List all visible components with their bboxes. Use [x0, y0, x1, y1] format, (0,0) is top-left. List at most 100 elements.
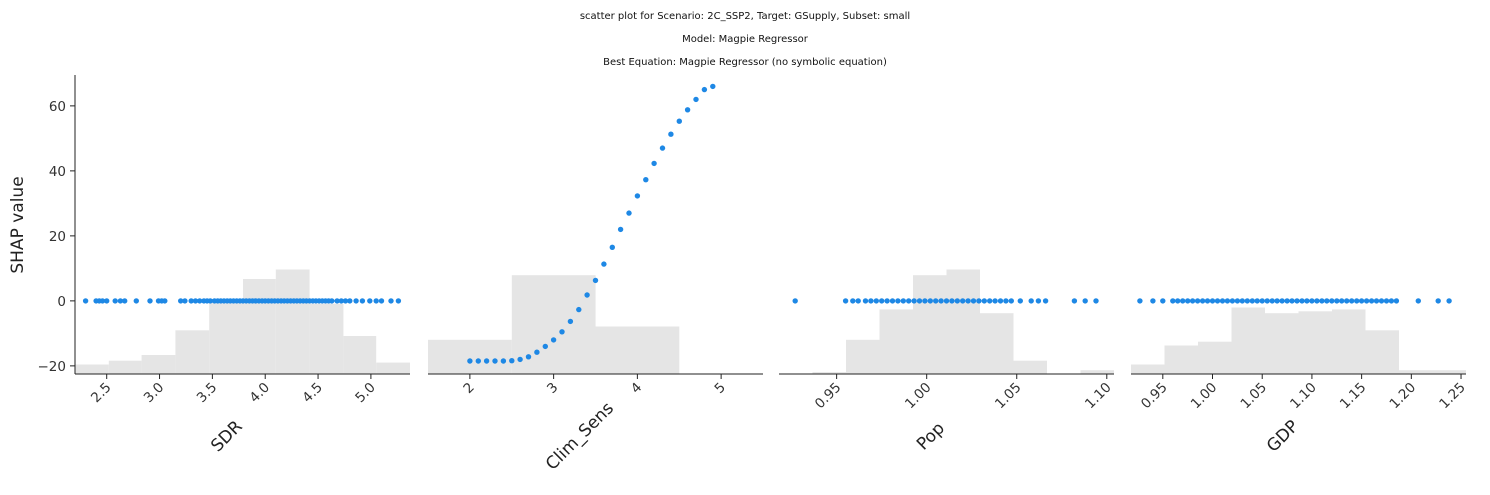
shap-point-sdr-12 — [162, 298, 168, 304]
equation-subtitle: Best Equation: Magpie Regressor (no symb… — [603, 57, 887, 68]
histogram-clim-sens — [428, 275, 680, 374]
shap-point-pop-22 — [960, 298, 966, 304]
histogram-bar-sdr-7 — [309, 303, 344, 374]
histogram-bar-pop-4 — [913, 275, 947, 374]
shap-point-pop-33 — [1028, 298, 1034, 304]
histogram-bar-sdr-5 — [243, 279, 276, 374]
histogram-bar-gdp-2 — [1198, 341, 1232, 374]
shap-point-sdr-3 — [99, 298, 106, 304]
points-pop — [792, 298, 1099, 304]
shap-point-clim-sens-20 — [634, 193, 641, 199]
x-tick-label-sdr-5: 5.0 — [352, 380, 379, 407]
shap-point-sdr-64 — [359, 298, 366, 304]
shap-point-gdp-27 — [1289, 298, 1295, 304]
shap-point-gdp-3 — [1170, 298, 1176, 304]
shap-point-pop-25 — [976, 298, 982, 304]
shap-point-clim-sens-10 — [550, 337, 557, 343]
histogram-sdr — [75, 269, 410, 374]
panel-sdr: 2.5 3.0 3.5 4.0 4.5 5.0 −20 0 20 40 60 SDR — [38, 75, 410, 457]
shap-point-gdp-11 — [1209, 298, 1216, 304]
histogram-bar-sdr-9 — [376, 362, 410, 374]
histogram-bar-sdr-8 — [343, 336, 377, 374]
histogram-bar-clim-sens-0 — [428, 339, 512, 374]
x-axis-label-clim-sens: Clim_Sens — [542, 398, 618, 474]
histogram-bar-gdp-5 — [1298, 311, 1332, 374]
histogram-bar-pop-9 — [1080, 370, 1114, 374]
shap-point-gdp-44 — [1373, 298, 1380, 304]
shap-point-pop-29 — [997, 298, 1004, 304]
x-tick-label-gdp-5: 1.20 — [1387, 380, 1420, 413]
histogram-bar-gdp-7 — [1365, 330, 1399, 374]
shap-point-gdp-41 — [1358, 298, 1365, 304]
shap-point-pop-19 — [943, 298, 950, 304]
shap-point-clim-sens-26 — [684, 107, 691, 113]
shap-point-clim-sens-24 — [668, 131, 674, 137]
shap-point-sdr-61 — [342, 298, 349, 304]
shap-point-gdp-39 — [1349, 298, 1355, 304]
shap-point-gdp-12 — [1214, 298, 1221, 304]
shap-point-clim-sens-28 — [701, 86, 708, 93]
shap-point-gdp-4 — [1175, 298, 1181, 304]
histogram-bar-sdr-0 — [75, 364, 109, 374]
shap-point-sdr-65 — [367, 298, 373, 304]
shap-point-gdp-29 — [1299, 298, 1305, 304]
shap-point-pop-11 — [900, 298, 906, 304]
shap-point-pop-18 — [938, 298, 944, 304]
shap-point-pop-15 — [922, 298, 928, 304]
model-subtitle: Model: Magpie Regressor — [682, 34, 809, 45]
shap-point-sdr-17 — [197, 298, 203, 304]
shap-point-clim-sens-23 — [659, 145, 666, 151]
shap-point-sdr-58 — [329, 298, 335, 304]
shap-point-gdp-50 — [1435, 298, 1441, 304]
shap-point-clim-sens-17 — [609, 244, 615, 250]
shap-point-pop-7 — [879, 298, 885, 304]
shap-point-gdp-46 — [1383, 298, 1390, 304]
shap-point-gdp-8 — [1194, 298, 1201, 304]
shap-point-pop-16 — [927, 298, 933, 304]
axes-clim-sens: 2 3 4 5 — [428, 373, 763, 397]
shap-point-pop-0 — [792, 298, 798, 304]
shap-point-gdp-40 — [1354, 298, 1360, 304]
histogram-bar-gdp-4 — [1265, 313, 1299, 374]
histogram-bar-sdr-3 — [175, 330, 210, 374]
shap-point-clim-sens-9 — [542, 343, 548, 350]
x-tick-label-sdr-2: 3.5 — [194, 380, 221, 407]
x-tick-label-sdr-1: 3.0 — [141, 380, 168, 407]
points-sdr — [82, 298, 402, 304]
shap-point-gdp-17 — [1239, 298, 1246, 304]
shap-point-clim-sens-16 — [601, 261, 607, 267]
shap-point-gdp-22 — [1264, 298, 1270, 304]
shap-point-pop-3 — [855, 298, 861, 304]
x-tick-label-gdp-2: 1.05 — [1237, 380, 1270, 413]
shap-point-sdr-63 — [353, 298, 359, 304]
x-tick-label-pop-3: 1.10 — [1082, 380, 1115, 413]
shap-point-gdp-38 — [1344, 298, 1350, 304]
shap-point-pop-36 — [1071, 298, 1078, 304]
y-tick-label-2: 20 — [49, 229, 66, 245]
shap-point-clim-sens-27 — [693, 96, 699, 103]
shap-point-gdp-45 — [1378, 298, 1385, 304]
shap-point-gdp-36 — [1334, 298, 1340, 304]
shap-point-pop-6 — [873, 298, 879, 304]
x-tick-label-sdr-0: 2.5 — [88, 380, 115, 407]
x-tick-label-clim-sens-2: 4 — [628, 380, 645, 397]
y-tick-label-0: −20 — [38, 359, 67, 375]
x-tick-label-gdp-0: 0.95 — [1138, 380, 1171, 413]
shap-point-gdp-24 — [1274, 298, 1280, 304]
histogram-bar-pop-3 — [879, 309, 913, 374]
shap-point-pop-26 — [981, 298, 987, 304]
x-tick-label-sdr-4: 4.5 — [299, 380, 326, 407]
figure-titles: scatter plot for Scenario: 2C_SSP2, Targ… — [580, 11, 910, 68]
shap-point-clim-sens-6 — [517, 356, 523, 363]
shap-point-sdr-68 — [388, 298, 394, 304]
shap-point-gdp-7 — [1189, 298, 1196, 304]
shap-point-clim-sens-15 — [592, 277, 599, 284]
x-tick-label-sdr-3: 4.0 — [247, 380, 274, 407]
shap-point-sdr-69 — [395, 298, 402, 304]
axes-pop: 0.95 1.00 1.05 1.10 — [779, 373, 1115, 413]
shap-point-gdp-30 — [1304, 298, 1310, 304]
shap-point-pop-1 — [842, 298, 849, 304]
x-tick-label-clim-sens-0: 2 — [460, 380, 477, 397]
x-axis-label-sdr: SDR — [207, 417, 247, 457]
